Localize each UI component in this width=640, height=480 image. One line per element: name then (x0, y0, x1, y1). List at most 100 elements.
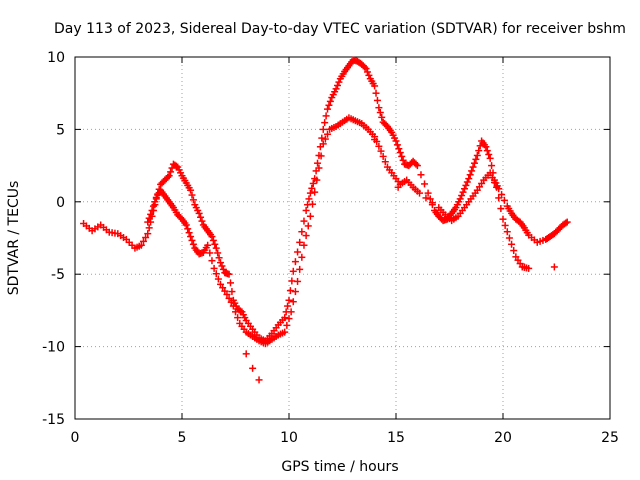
data-point (458, 192, 466, 200)
data-point (486, 169, 494, 177)
data-point (306, 189, 314, 197)
y-tick-label: 0 (56, 195, 65, 211)
y-tick-label: -5 (51, 267, 65, 283)
data-point (214, 249, 222, 257)
series-secondary-band (144, 114, 533, 348)
data-point (149, 202, 157, 210)
data-point (291, 288, 299, 296)
data-point (362, 65, 370, 73)
data-point (249, 364, 257, 372)
data-point (396, 149, 404, 157)
x-tick-label: 20 (494, 430, 512, 446)
data-point (365, 71, 373, 79)
grid-lines (75, 57, 610, 419)
data-point (287, 308, 295, 316)
data-point (137, 241, 145, 249)
data-point (334, 81, 342, 89)
data-point (375, 142, 383, 150)
data-point (144, 218, 152, 226)
data-point (497, 205, 505, 213)
data-point (283, 321, 291, 329)
data-point (321, 135, 329, 143)
data-point (417, 171, 425, 179)
data-point (145, 214, 153, 222)
plot-frame (74, 56, 611, 420)
data-point (189, 240, 197, 248)
data-point (294, 248, 302, 256)
data-point (147, 210, 155, 218)
data-point (468, 167, 476, 175)
data-point (318, 134, 326, 142)
data-point (486, 154, 494, 162)
data-point (375, 104, 383, 112)
data-point (289, 267, 297, 275)
series-outliers (242, 136, 558, 384)
data-point (188, 191, 196, 199)
data-point (372, 89, 380, 97)
data-point (225, 294, 233, 302)
data-point (148, 206, 156, 214)
data-point (381, 158, 389, 166)
data-point (392, 137, 400, 145)
data-point (212, 244, 220, 252)
data-point (300, 241, 308, 249)
data-point (319, 125, 327, 133)
data-point (314, 159, 322, 167)
data-point (395, 145, 403, 153)
data-point (206, 249, 214, 257)
data-point (475, 147, 483, 155)
data-point (294, 277, 302, 285)
data-point (281, 314, 289, 322)
data-point (182, 221, 190, 229)
data-point (463, 178, 471, 186)
data-point (325, 101, 333, 109)
data-point (215, 254, 223, 262)
data-point (306, 212, 314, 220)
data-point (493, 183, 501, 191)
data-point (304, 222, 312, 230)
data-point (428, 199, 436, 207)
data-point (285, 315, 293, 323)
data-point (311, 188, 319, 196)
data-point (413, 162, 421, 170)
data-point (255, 376, 263, 384)
data-point (483, 147, 491, 155)
data-point (361, 63, 369, 71)
data-point (167, 168, 175, 176)
data-points (80, 56, 571, 384)
x-tick-label: 10 (280, 430, 298, 446)
data-point (298, 228, 306, 236)
data-point (485, 150, 493, 158)
data-point (505, 234, 513, 242)
data-point (488, 162, 496, 170)
data-point (188, 236, 196, 244)
data-point (462, 181, 470, 189)
data-point (322, 112, 330, 120)
data-point (321, 119, 329, 127)
data-point (210, 264, 218, 272)
data-point (197, 213, 205, 221)
data-point (296, 265, 304, 273)
y-tick-label: 5 (56, 122, 65, 138)
data-point (309, 179, 317, 187)
data-point (378, 113, 386, 121)
data-point (236, 307, 244, 315)
data-point (495, 194, 503, 202)
data-point (286, 287, 294, 295)
data-point (225, 270, 233, 278)
data-point (421, 180, 429, 188)
data-point (145, 224, 153, 232)
data-point (300, 217, 308, 225)
data-point (510, 247, 518, 255)
data-point (482, 143, 490, 151)
data-point (281, 328, 289, 336)
data-point (242, 350, 250, 358)
data-point (211, 240, 219, 248)
data-point (285, 296, 293, 304)
data-point (164, 173, 172, 181)
data-point (185, 229, 193, 237)
data-point (291, 258, 299, 266)
data-point (218, 262, 226, 270)
x-axis-label: GPS time / hours (281, 459, 398, 475)
data-point (508, 240, 516, 248)
